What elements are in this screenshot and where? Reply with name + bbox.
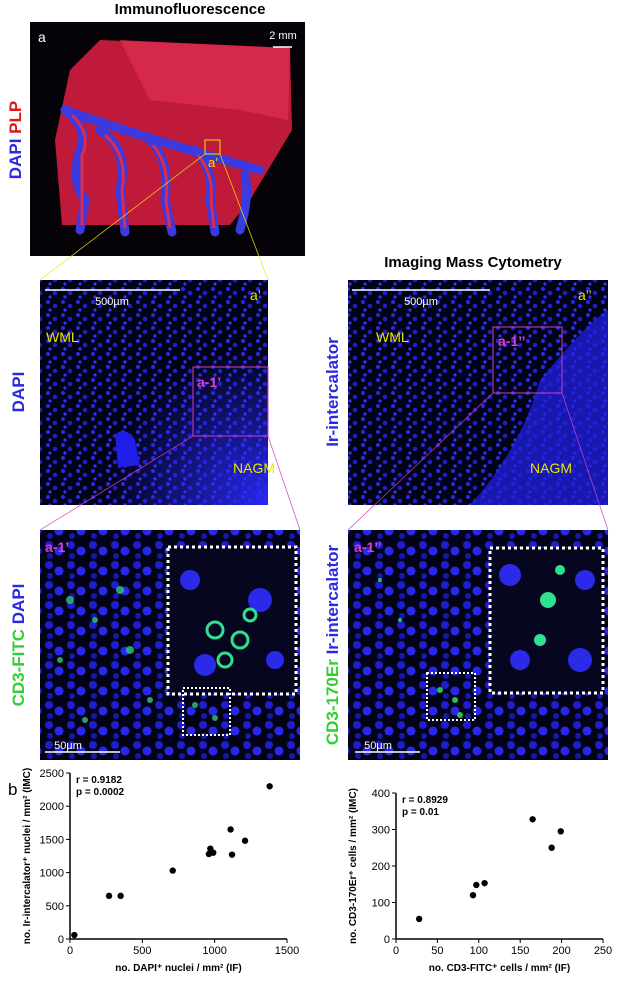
y-tick-label: 400 xyxy=(372,788,390,800)
box-label: a-1’’ xyxy=(498,333,526,349)
stain-label: Ir-intercalator xyxy=(323,337,342,447)
point xyxy=(266,783,273,790)
x-tick-label: 1000 xyxy=(202,945,226,957)
point xyxy=(529,816,536,823)
if-image xyxy=(40,280,269,505)
imc-image xyxy=(348,280,608,505)
corner-label: a-1’’ xyxy=(354,539,382,555)
heading: Immunofluorescence xyxy=(115,1,266,18)
stain-label: CD3-FITC DAPI xyxy=(9,584,28,707)
corner-label: a-1’ xyxy=(45,539,69,555)
y-axis-label: no. CD3-170Er⁺ cells / mm² (IMC) xyxy=(348,788,359,944)
x-tick-label: 50 xyxy=(431,945,443,957)
stain-label: DAPI PLP xyxy=(6,101,25,179)
region-label: WML xyxy=(46,329,79,345)
region-label: NAGM xyxy=(233,460,275,476)
y-tick-label: 300 xyxy=(372,825,390,837)
x-tick-label: 250 xyxy=(594,945,612,957)
point xyxy=(210,849,217,856)
panel-letter: a xyxy=(38,29,46,45)
stain: CD3-FITC xyxy=(9,629,28,706)
point xyxy=(117,892,124,900)
stain: CD3-170Er xyxy=(323,659,342,745)
y-tick-label: 500 xyxy=(46,901,64,913)
box-label: a’ xyxy=(208,155,218,170)
point xyxy=(548,844,555,851)
x-tick-label: 100 xyxy=(470,945,488,957)
y-axis-label: no. Ir-intercalator⁺ nuclei / mm² (IMC) xyxy=(22,768,33,944)
point xyxy=(481,879,488,887)
stain-label: CD3-170Er Ir-intercalator xyxy=(323,544,342,745)
y-tick-label: 0 xyxy=(384,934,390,946)
if-zoom-image xyxy=(40,530,300,760)
x-tick-label: 500 xyxy=(133,945,151,957)
zoom-line xyxy=(267,435,301,531)
box-label: a-1’ xyxy=(197,374,221,390)
point xyxy=(228,851,236,858)
scale-label: 500µm xyxy=(95,296,129,308)
annotation: p = 0.01 xyxy=(402,807,439,818)
y-tick-label: 2000 xyxy=(40,801,64,813)
region-label: NAGM xyxy=(530,460,572,476)
x-axis-label: no. DAPI⁺ nuclei / mm² (IF) xyxy=(115,963,241,974)
zoom-line xyxy=(347,392,494,531)
y-tick-label: 1500 xyxy=(40,834,64,846)
corner-label: a’’ xyxy=(578,287,592,303)
zoom-line xyxy=(39,435,194,531)
y-tick-label: 2500 xyxy=(40,768,64,780)
x-tick-label: 150 xyxy=(511,945,529,957)
y-tick-label: 0 xyxy=(58,934,64,946)
scale-label: 500µm xyxy=(404,296,438,308)
zoom-line xyxy=(39,153,206,281)
stain: DAPI xyxy=(9,584,28,625)
annotation: r = 0.9182 xyxy=(76,775,122,786)
x-tick-label: 1500 xyxy=(275,945,299,957)
zoom-line xyxy=(219,153,269,281)
point xyxy=(105,892,113,900)
stain: Ir-intercalator xyxy=(323,544,342,654)
x-axis-label: no. CD3-FITC⁺ cells / mm² (IF) xyxy=(429,963,570,974)
region-label: WML xyxy=(376,329,409,345)
y-tick-label: 100 xyxy=(372,898,390,910)
panel-letter: b xyxy=(8,780,17,799)
point xyxy=(227,826,234,833)
scale-label: 50µm xyxy=(54,740,82,752)
x-tick-label: 0 xyxy=(393,945,399,957)
scale-label: 50µm xyxy=(364,740,392,752)
annotation: r = 0.8929 xyxy=(402,795,448,806)
point xyxy=(415,915,423,923)
corner-label: a’ xyxy=(250,287,261,303)
scale-label: 2 mm xyxy=(269,30,297,42)
zoom-line xyxy=(561,392,609,531)
heading: Imaging Mass Cytometry xyxy=(384,254,562,271)
point xyxy=(473,881,480,889)
stain-label: DAPI xyxy=(9,372,28,413)
point xyxy=(169,867,176,874)
y-tick-label: 1000 xyxy=(40,868,64,880)
point xyxy=(241,837,249,844)
overview-image xyxy=(30,22,305,256)
stain: DAPI xyxy=(6,139,25,180)
x-tick-label: 200 xyxy=(552,945,570,957)
stain: PLP xyxy=(6,101,25,134)
imc-zoom-image xyxy=(348,530,608,760)
x-tick-label: 0 xyxy=(67,945,73,957)
y-tick-label: 200 xyxy=(372,861,390,873)
point xyxy=(71,931,78,939)
annotation: p = 0.0002 xyxy=(76,787,125,798)
point xyxy=(557,828,564,835)
point xyxy=(469,892,477,899)
